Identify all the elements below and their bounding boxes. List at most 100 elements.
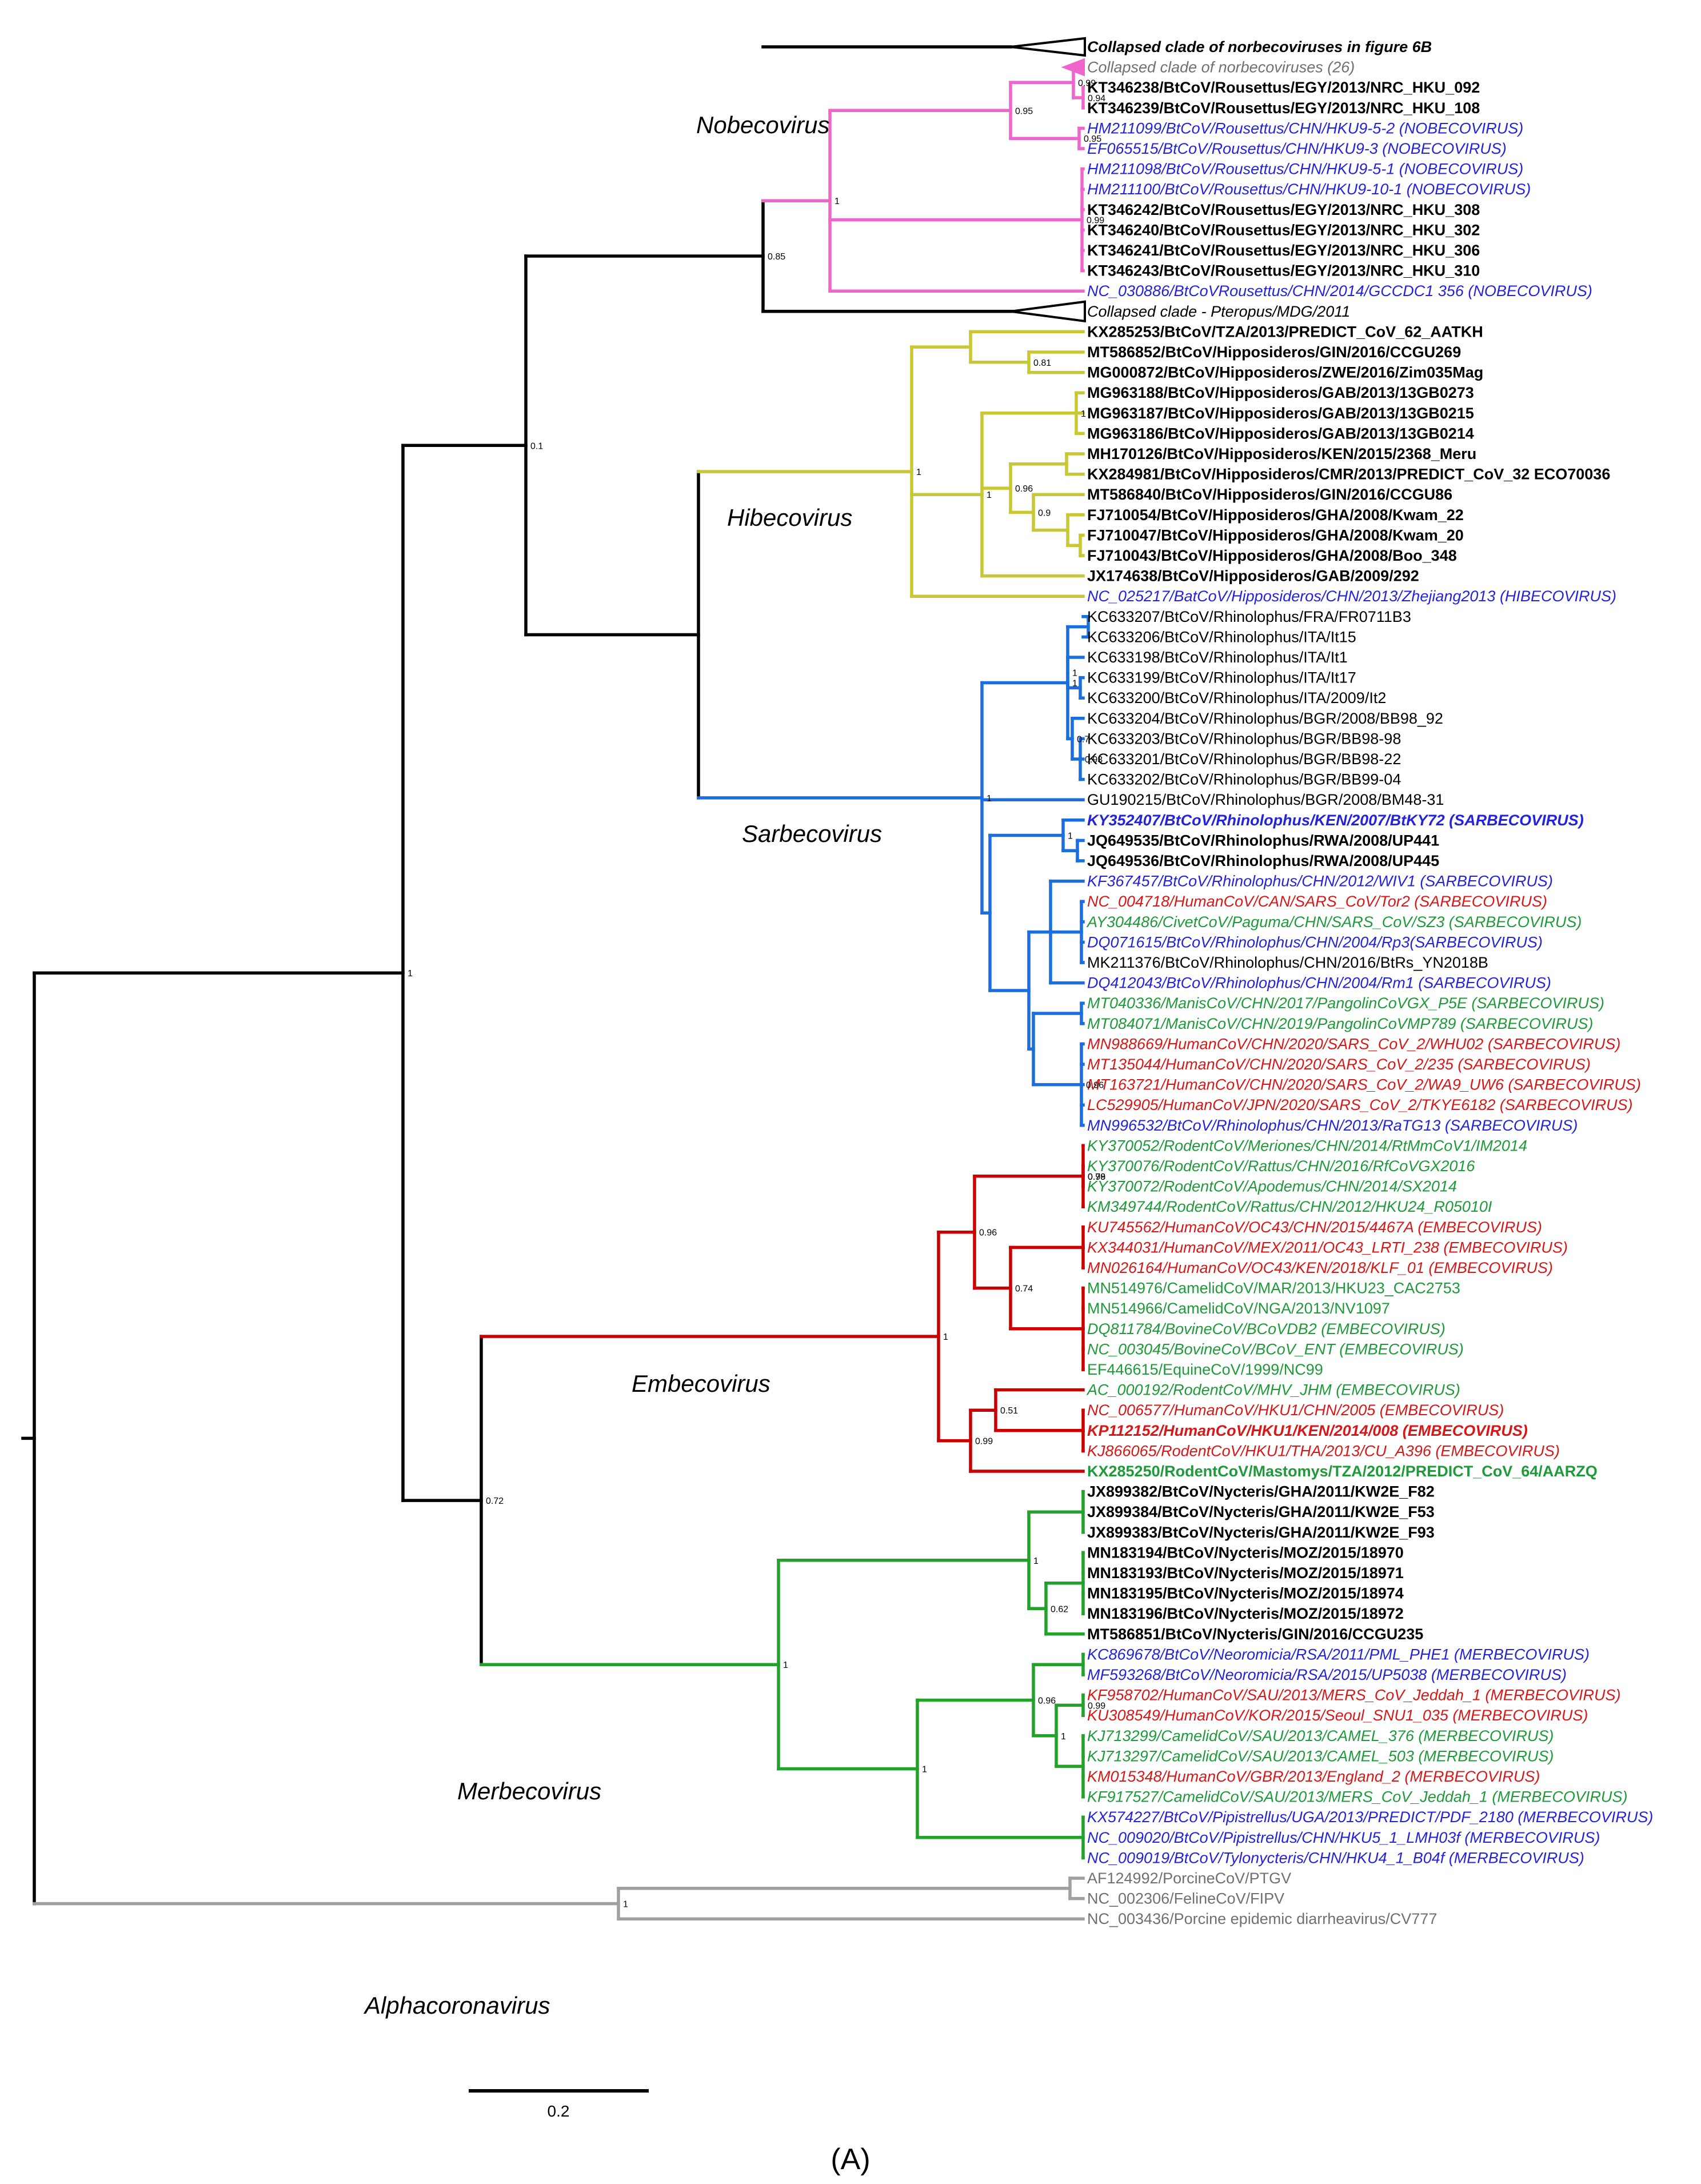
- leaf-label: KJ866065/RodentCoV/HKU1/THA/2013/CU_A396…: [1087, 1442, 1560, 1459]
- leaf-label: KC633206/BtCoV/Rhinolophus/ITA/It15: [1087, 628, 1356, 645]
- support-value: 1: [1061, 1732, 1066, 1742]
- leaf-label: KY370072/RodentCoV/Apodemus/CHN/2014/SX2…: [1087, 1178, 1457, 1195]
- leaf-label: KY352407/BtCoV/Rhinolophus/KEN/2007/BtKY…: [1087, 812, 1584, 829]
- support-value: 0.93: [1085, 755, 1103, 765]
- support-value: 0.74: [1015, 1284, 1033, 1294]
- support-value: 1: [987, 490, 992, 500]
- leaf-label: Collapsed clade of norbecoviruses (26): [1087, 59, 1355, 76]
- leaf-label: MN988669/HumanCoV/CHN/2020/SARS_CoV_2/WH…: [1087, 1035, 1620, 1052]
- support-value: 1: [943, 1332, 948, 1342]
- leaf-label: KT346238/BtCoV/Rousettus/EGY/2013/NRC_HK…: [1087, 79, 1480, 96]
- leaf-label: FJ710043/BtCoV/Hipposideros/GHA/2008/Boo…: [1087, 547, 1457, 564]
- leaf-label: KP112152/HumanCoV/HKU1/KEN/2014/008 (EMB…: [1087, 1422, 1528, 1439]
- leaf-label: MK211376/BtCoV/Rhinolophus/CHN/2016/BtRs…: [1087, 954, 1488, 971]
- support-value: 0.62: [1051, 1604, 1068, 1614]
- support-value: 0.99: [1088, 1701, 1105, 1711]
- leaf-label: KT346243/BtCoV/Rousettus/EGY/2013/NRC_HK…: [1087, 262, 1480, 280]
- leaf-label: MN514966/CamelidCoV/NGA/2013/NV1097: [1087, 1300, 1390, 1317]
- leaf-label: KC633202/BtCoV/Rhinolophus/BGR/BB99-04: [1087, 771, 1401, 788]
- leaf-label: MG000872/BtCoV/Hipposideros/ZWE/2016/Zim…: [1087, 364, 1483, 381]
- leaf-label: DQ412043/BtCoV/Rhinolophus/CHN/2004/Rm1 …: [1087, 975, 1551, 992]
- support-value: 0.78: [1088, 1172, 1105, 1182]
- support-value: 1: [916, 468, 921, 477]
- leaf-label: KU308549/HumanCoV/KOR/2015/Seoul_SNU1_03…: [1087, 1707, 1588, 1724]
- clade-label-alphacoronavirus: Alphacoronavirus: [363, 1992, 550, 2019]
- collapsed-clade-triangle: [1010, 300, 1086, 323]
- support-value: 1: [1033, 1556, 1039, 1566]
- support-value: 0.99: [975, 1437, 993, 1447]
- leaf-label: AC_000192/RodentCoV/MHV_JHM (EMBECOVIRUS…: [1086, 1382, 1460, 1399]
- clade-label-hibecovirus: Hibecovirus: [727, 504, 852, 531]
- leaf-label: KC633201/BtCoV/Rhinolophus/BGR/BB98-22: [1087, 750, 1401, 768]
- support-value: 1: [1072, 669, 1077, 678]
- support-values: 10.10.8510.950.990.940.950.9910.81110.96…: [408, 78, 1105, 1909]
- scale-bar-label: 0.2: [548, 2102, 570, 2120]
- leaf-label: NC_003045/BovineCoV/BCoV_ENT (EMBECOVIRU…: [1087, 1340, 1464, 1357]
- leaf-label: NC_006577/HumanCoV/HKU1/CHN/2005 (EMBECO…: [1087, 1402, 1504, 1419]
- leaf-label: NC_002306/FelineCoV/FIPV: [1087, 1890, 1284, 1907]
- support-value: 0.96: [1038, 1696, 1056, 1706]
- leaf-label: KY370076/RodentCoV/Rattus/CHN/2016/RfCoV…: [1087, 1157, 1475, 1175]
- leaf-label: KM015348/HumanCoV/GBR/2013/England_2 (ME…: [1087, 1768, 1540, 1785]
- support-value: 0.99: [1078, 78, 1096, 88]
- leaf-label: EF446615/EquineCoV/1999/NC99: [1087, 1361, 1323, 1378]
- leaf-label: MT040336/ManisCoV/CHN/2017/PangolinCoVGX…: [1087, 995, 1604, 1012]
- leaf-label: KF367457/BtCoV/Rhinolophus/CHN/2012/WIV1…: [1087, 873, 1553, 890]
- leaf-label: JQ649536/BtCoV/Rhinolophus/RWA/2008/UP44…: [1087, 852, 1439, 869]
- leaf-label: JX899383/BtCoV/Nycteris/GHA/2011/KW2E_F9…: [1087, 1524, 1435, 1541]
- support-value: 0.85: [768, 252, 785, 262]
- leaf-label: MT135044/HumanCoV/CHN/2020/SARS_CoV_2/23…: [1087, 1056, 1591, 1073]
- support-value: 1: [783, 1660, 788, 1670]
- leaf-label: MH170126/BtCoV/Hipposideros/KEN/2015/236…: [1087, 445, 1476, 462]
- clade-label-nobecovirus: Nobecovirus: [696, 111, 829, 138]
- leaf-label: KX344031/HumanCoV/MEX/2011/OC43_LRTI_238…: [1087, 1239, 1568, 1256]
- leaf-label: KF958702/HumanCoV/SAU/2013/MERS_CoV_Jedd…: [1087, 1687, 1620, 1704]
- support-value: 0.7: [1077, 734, 1089, 744]
- leaf-label: KX574227/BtCoV/Pipistrellus/UGA/2013/PRE…: [1087, 1808, 1653, 1826]
- leaf-label: KM349744/RodentCoV/Rattus/CHN/2012/HKU24…: [1087, 1198, 1492, 1215]
- leaf-label: KT346239/BtCoV/Rousettus/EGY/2013/NRC_HK…: [1087, 99, 1480, 117]
- support-value: 1: [623, 1900, 628, 1910]
- leaf-label: KJ713297/CamelidCoV/SAU/2013/CAMEL_503 (…: [1087, 1747, 1554, 1764]
- leaf-label: NC_030886/BtCoVRousettus/CHN/2014/GCCDC1…: [1087, 282, 1592, 300]
- support-value: 0.81: [1033, 358, 1051, 368]
- leaf-label: MG963186/BtCoV/Hipposideros/GAB/2013/13G…: [1087, 425, 1474, 442]
- leaf-label: MT586851/BtCoV/Nycteris/GIN/2016/CCGU235: [1087, 1626, 1423, 1643]
- leaf-label: MF593268/BtCoV/Neoromicia/RSA/2015/UP503…: [1087, 1666, 1567, 1683]
- support-value: 1: [1081, 409, 1086, 419]
- support-value: 0.51: [1000, 1406, 1018, 1416]
- support-value: 1: [1072, 679, 1077, 689]
- collapsed-clade-markers: [1010, 37, 1086, 323]
- leaf-label: KJ713299/CamelidCoV/SAU/2013/CAMEL_376 (…: [1087, 1727, 1554, 1744]
- leaf-label: KC633200/BtCoV/Rhinolophus/ITA/2009/It2: [1087, 689, 1386, 706]
- leaf-label: HM211099/BtCoV/Rousettus/CHN/HKU9-5-2 (N…: [1087, 119, 1523, 137]
- leaf-label: NC_003436/Porcine epidemic diarrheavirus…: [1087, 1910, 1437, 1927]
- leaf-label: AY304486/CivetCoV/Paguma/CHN/SARS_CoV/SZ…: [1086, 913, 1582, 931]
- leaf-label: KC633199/BtCoV/Rhinolophus/ITA/It17: [1087, 669, 1356, 686]
- leaf-label: MN026164/HumanCoV/OC43/KEN/2018/KLF_01 (…: [1087, 1259, 1553, 1276]
- leaf-label: MN183194/BtCoV/Nycteris/MOZ/2015/18970: [1087, 1544, 1404, 1561]
- support-value: 1: [834, 197, 840, 206]
- leaf-label: KC633204/BtCoV/Rhinolophus/BGR/2008/BB98…: [1087, 710, 1443, 727]
- support-value: 0.72: [486, 1496, 504, 1506]
- support-value: 0.96: [1086, 1081, 1104, 1091]
- leaf-label: KX284981/BtCoV/Hipposideros/CMR/2013/PRE…: [1087, 466, 1610, 483]
- leaf-label: JQ649535/BtCoV/Rhinolophus/RWA/2008/UP44…: [1087, 832, 1439, 849]
- support-value: 0.99: [1087, 216, 1104, 226]
- leaf-label: KC633207/BtCoV/Rhinolophus/FRA/FR0711B3: [1087, 608, 1411, 625]
- leaf-label: FJ710054/BtCoV/Hipposideros/GHA/2008/Kwa…: [1087, 506, 1464, 524]
- leaf-label: MG963187/BtCoV/Hipposideros/GAB/2013/13G…: [1087, 405, 1474, 422]
- support-value: 0.95: [1015, 106, 1033, 116]
- support-value: 1: [408, 969, 413, 979]
- clade-label-merbecovirus: Merbecovirus: [457, 1778, 601, 1804]
- leaf-label: DQ071615/BtCoV/Rhinolophus/CHN/2004/Rp3(…: [1087, 933, 1543, 951]
- support-value: 0.9: [1038, 508, 1051, 518]
- leaf-label: NC_009019/BtCoV/Tylonycteris/CHN/HKU4_1_…: [1087, 1849, 1584, 1866]
- collapsed-clade-triangle: [1010, 37, 1086, 57]
- figure-caption: (A): [830, 2143, 870, 2176]
- leaf-label: LC529905/HumanCoV/JPN/2020/SARS_CoV_2/TK…: [1087, 1096, 1632, 1113]
- leaf-label: MN514976/CamelidCoV/MAR/2013/HKU23_CAC27…: [1087, 1280, 1460, 1297]
- leaf-label: MT586852/BtCoV/Hipposideros/GIN/2016/CCG…: [1087, 344, 1461, 361]
- support-value: 0.99: [1088, 1172, 1105, 1182]
- leaf-label: KC633198/BtCoV/Rhinolophus/ITA/It1: [1087, 649, 1348, 666]
